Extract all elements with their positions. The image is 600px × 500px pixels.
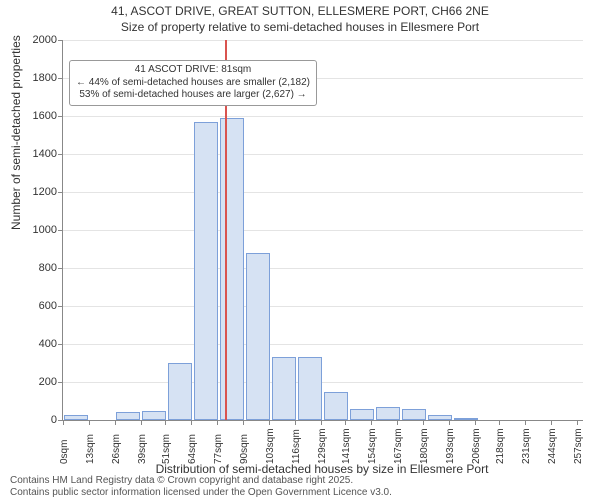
x-tick-mark [141,420,142,425]
x-tick-label: 39sqm [137,434,148,464]
y-tick-label: 600 [39,300,57,312]
y-tick-label: 1000 [33,224,57,236]
histogram-bar [142,411,166,421]
histogram-bar [376,407,400,420]
histogram-bar [116,412,140,420]
histogram-bar [298,357,322,420]
x-tick-label: 231sqm [521,428,532,464]
x-tick-mark [217,420,218,425]
x-tick-label: 244sqm [547,428,558,464]
y-tick-mark [58,40,63,41]
y-tick-mark [58,192,63,193]
x-axis-title: Distribution of semi-detached houses by … [62,462,582,476]
x-tick-label: 218sqm [495,428,506,464]
x-tick-label: 90sqm [239,434,250,464]
grid-line [63,154,583,155]
grid-line [63,382,583,383]
grid-line [63,268,583,269]
grid-line [63,40,583,41]
grid-line [63,230,583,231]
y-tick-mark [58,230,63,231]
chart-title-line1: 41, ASCOT DRIVE, GREAT SUTTON, ELLESMERE… [0,4,600,18]
y-tick-mark [58,154,63,155]
x-tick-mark [295,420,296,425]
x-tick-mark [397,420,398,425]
y-axis-title: Number of semi-detached properties [9,35,23,230]
x-tick-mark [423,420,424,425]
x-tick-label: 0sqm [59,440,70,464]
y-tick-label: 1200 [33,186,57,198]
annotation-box: 41 ASCOT DRIVE: 81sqm ← 44% of semi-deta… [69,60,317,106]
x-tick-mark [449,420,450,425]
y-tick-mark [58,382,63,383]
y-tick-label: 200 [39,376,57,388]
x-tick-mark [551,420,552,425]
histogram-bar [64,415,88,420]
x-tick-label: 154sqm [367,428,378,464]
x-tick-mark [115,420,116,425]
x-tick-label: 193sqm [445,428,456,464]
histogram-bar [168,363,192,420]
y-tick-label: 0 [51,414,57,426]
x-tick-mark [525,420,526,425]
x-tick-mark [499,420,500,425]
y-tick-mark [58,116,63,117]
histogram-bar [350,409,374,420]
x-tick-mark [371,420,372,425]
x-tick-mark [243,420,244,425]
x-tick-label: 206sqm [471,428,482,464]
x-tick-label: 51sqm [161,434,172,464]
y-tick-mark [58,78,63,79]
chart-title-line2: Size of property relative to semi-detach… [0,20,600,34]
x-tick-mark [63,420,64,425]
y-tick-label: 400 [39,338,57,350]
histogram-bar [220,118,244,420]
x-tick-label: 141sqm [341,428,352,464]
y-tick-label: 1800 [33,72,57,84]
annotation-line3: 53% of semi-detached houses are larger (… [76,89,310,102]
footer-line1: Contains HM Land Registry data © Crown c… [10,475,353,486]
x-tick-label: 129sqm [317,428,328,464]
x-tick-mark [269,420,270,425]
grid-line [63,116,583,117]
y-tick-label: 1400 [33,148,57,160]
x-tick-mark [475,420,476,425]
y-tick-mark [58,344,63,345]
x-tick-mark [345,420,346,425]
grid-line [63,192,583,193]
annotation-line1: 41 ASCOT DRIVE: 81sqm [76,64,310,77]
grid-line [63,344,583,345]
x-tick-mark [191,420,192,425]
y-tick-label: 2000 [33,34,57,46]
histogram-bar [272,357,296,420]
x-tick-label: 26sqm [111,434,122,464]
chart-container: 41, ASCOT DRIVE, GREAT SUTTON, ELLESMERE… [0,0,600,500]
y-tick-mark [58,268,63,269]
footer-line2: Contains public sector information licen… [10,487,392,498]
x-tick-label: 13sqm [85,434,96,464]
x-tick-label: 167sqm [393,428,404,464]
x-tick-label: 103sqm [265,428,276,464]
x-tick-label: 64sqm [187,434,198,464]
histogram-bar [194,122,218,420]
annotation-line2: ← 44% of semi-detached houses are smalle… [76,77,310,90]
histogram-bar [402,409,426,420]
y-tick-label: 1600 [33,110,57,122]
plot-area: 02004006008001000120014001600180020000sq… [62,40,583,421]
x-tick-label: 180sqm [419,428,430,464]
x-tick-mark [89,420,90,425]
x-tick-label: 77sqm [213,434,224,464]
histogram-bar [246,253,270,420]
y-tick-mark [58,306,63,307]
x-tick-mark [165,420,166,425]
x-tick-mark [577,420,578,425]
x-tick-label: 257sqm [573,428,584,464]
x-tick-mark [321,420,322,425]
histogram-bar [324,392,348,421]
y-tick-label: 800 [39,262,57,274]
x-tick-label: 116sqm [291,429,302,464]
grid-line [63,306,583,307]
